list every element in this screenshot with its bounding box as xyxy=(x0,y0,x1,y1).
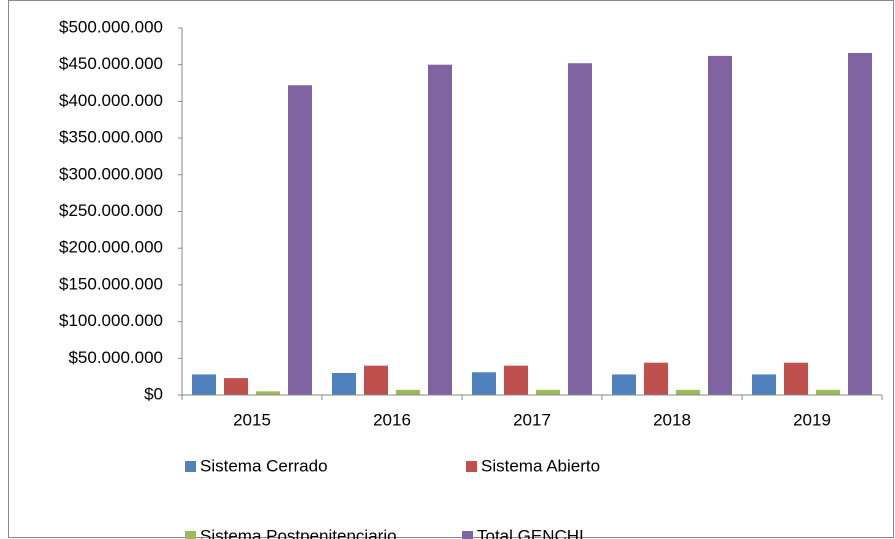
bar xyxy=(288,85,312,395)
y-tick-label: $150.000.000 xyxy=(59,274,163,293)
y-tick-label: $50.000.000 xyxy=(68,348,163,367)
bar xyxy=(504,365,528,395)
y-tick-label: $350.000.000 xyxy=(59,128,163,147)
bar xyxy=(396,389,420,395)
y-tick-label: $250.000.000 xyxy=(59,201,163,220)
legend-label: Sistema Postpenitenciario xyxy=(200,526,397,539)
bar xyxy=(848,52,872,396)
bar xyxy=(192,374,216,395)
legend-swatch xyxy=(185,531,196,539)
legend-swatch xyxy=(185,461,196,472)
y-tick-label: $400.000.000 xyxy=(59,91,163,110)
bar xyxy=(568,63,592,396)
legend-label: Total GENCHI xyxy=(477,526,584,539)
x-tick-label: 2019 xyxy=(793,410,831,429)
bar xyxy=(332,372,356,395)
y-tick-label: $300.000.000 xyxy=(59,164,163,183)
bar xyxy=(256,391,280,395)
bar xyxy=(428,64,452,395)
y-tick-label: $450.000.000 xyxy=(59,54,163,73)
x-tick-label: 2016 xyxy=(373,410,411,429)
x-tick-label: 2018 xyxy=(653,410,691,429)
y-tick-label: $100.000.000 xyxy=(59,311,163,330)
bar xyxy=(224,378,248,395)
bar xyxy=(816,389,840,395)
legend-swatch xyxy=(466,461,477,472)
legend-swatch xyxy=(462,531,473,539)
bar xyxy=(676,389,700,395)
bar xyxy=(472,372,496,395)
y-tick-label: $0 xyxy=(144,384,163,403)
bar xyxy=(784,362,808,395)
bar xyxy=(612,374,636,395)
bar xyxy=(644,362,668,395)
x-tick-label: 2015 xyxy=(233,410,271,429)
bar xyxy=(364,365,388,395)
bar xyxy=(708,55,732,395)
y-tick-label: $200.000.000 xyxy=(59,238,163,257)
bar xyxy=(752,374,776,395)
y-tick-label: $500.000.000 xyxy=(59,17,163,36)
legend-label: Sistema Cerrado xyxy=(200,456,328,475)
bar xyxy=(536,389,560,395)
legend-label: Sistema Abierto xyxy=(481,456,600,475)
x-tick-label: 2017 xyxy=(513,410,551,429)
